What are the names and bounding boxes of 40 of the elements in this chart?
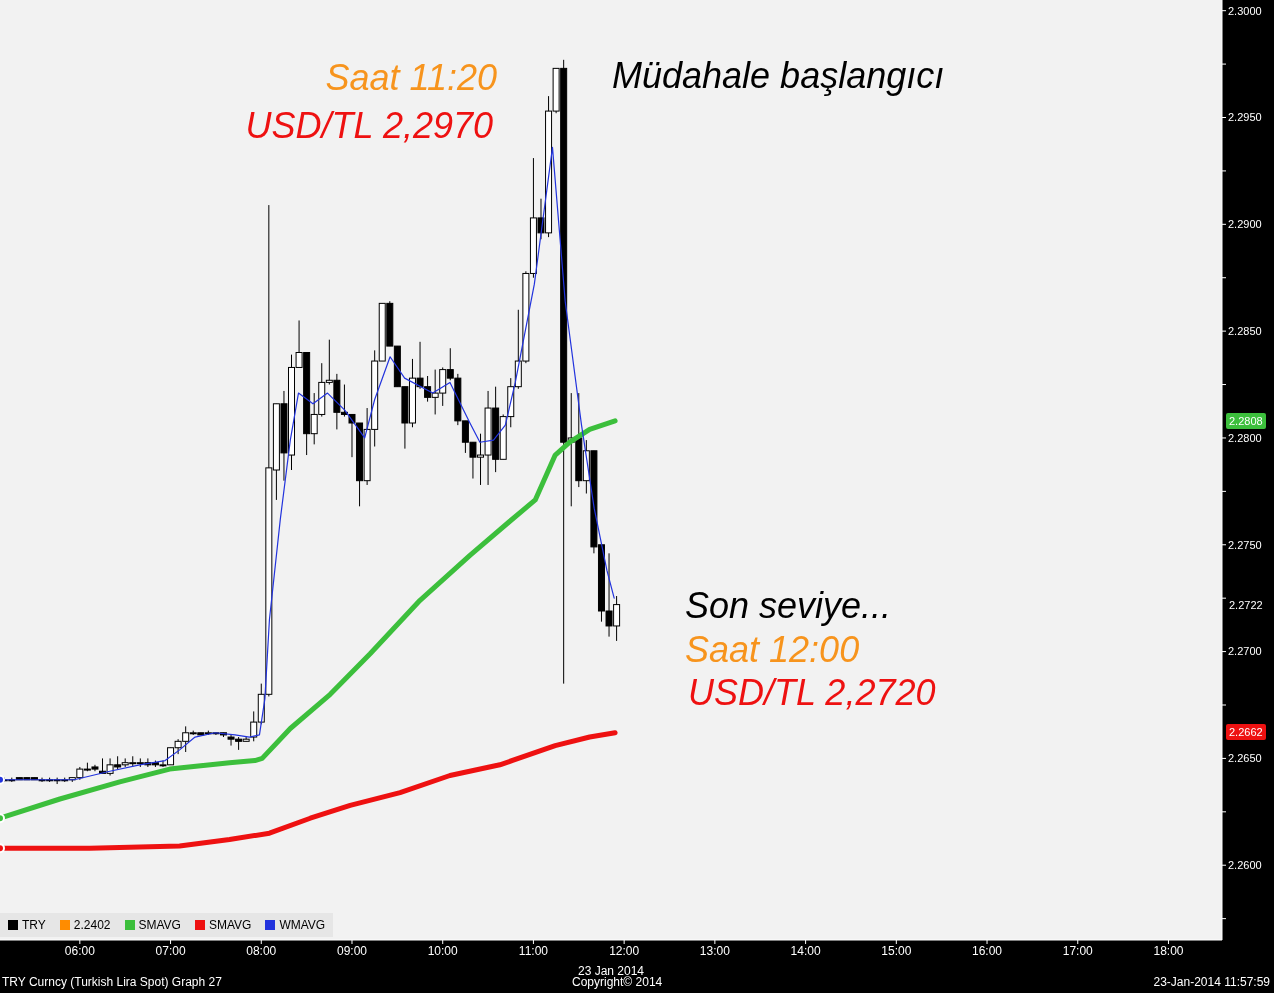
y-tick-label: 2.2650 <box>1228 752 1262 765</box>
y-tick-label: 2.2800 <box>1228 431 1262 444</box>
legend-label: SMAVG <box>137 918 181 932</box>
annotation: Saat 12:00 <box>685 629 860 670</box>
legend-label: SMAVG <box>207 918 252 932</box>
x-tick-label: 15:00 <box>881 943 912 958</box>
y-tick-label: 2.3000 <box>1228 4 1262 17</box>
x-tick-label: 10:00 <box>427 943 459 958</box>
x-tick-label: 18:00 <box>1153 943 1184 958</box>
y-tick-label: 2.2600 <box>1228 859 1262 872</box>
y-tick-label: 2.2750 <box>1228 538 1262 551</box>
annotation: Son seviye... <box>685 585 892 626</box>
x-tick-label: 16:00 <box>972 943 1003 958</box>
y-tick-label: 2.2850 <box>1228 325 1262 338</box>
x-tick-label: 11:00 <box>518 943 549 958</box>
legend-label: WMAVG <box>278 918 326 932</box>
y-tick-label: 2.2700 <box>1228 645 1262 658</box>
x-tick-label: 17:00 <box>1062 943 1094 958</box>
annotation: USD/TL 2,2720 <box>688 672 936 713</box>
annotation: Müdahale başlangıcı <box>612 55 945 96</box>
annotation: Saat 11:20 <box>325 57 497 98</box>
y-tick-label: 2.2950 <box>1228 111 1262 124</box>
text: TRY Curncy (Turkish Lira Spot) Graph 27 <box>2 975 222 990</box>
text: 2.2662 <box>1226 724 1266 740</box>
legend-label: 2.2402 <box>72 918 111 932</box>
annotation: USD/TL 2,2970 <box>245 105 493 146</box>
text: 2.2808 <box>1226 413 1266 429</box>
x-tick-label: 07:00 <box>155 943 186 958</box>
x-tick-label: 13:00 <box>699 943 731 958</box>
text: 23-Jan-2014 11:57:59 <box>1153 975 1270 990</box>
x-tick-label: 09:00 <box>336 943 368 958</box>
x-tick-label: 06:00 <box>64 943 96 958</box>
y-tick-label: 2.2900 <box>1228 218 1262 231</box>
x-tick-label: 14:00 <box>790 943 821 958</box>
x-tick-label: 12:00 <box>609 943 640 958</box>
x-tick-label: 08:00 <box>246 943 277 958</box>
x-axis-title: 23 Jan 2014 <box>577 964 645 978</box>
legend-label: TRY <box>21 918 46 932</box>
text: Copyright© 2014 <box>572 975 663 990</box>
text: 2.2722 <box>1226 597 1266 613</box>
